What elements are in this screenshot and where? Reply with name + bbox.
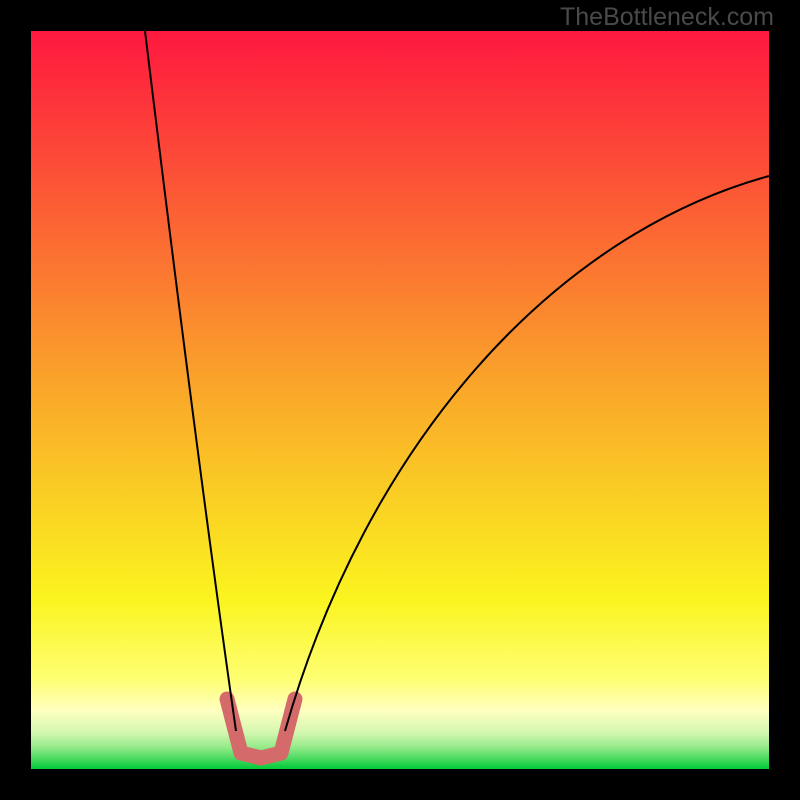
curve-right <box>285 176 769 731</box>
chart-curves <box>0 0 800 800</box>
curve-left <box>145 31 236 731</box>
chart-root: TheBottleneck.com <box>0 0 800 800</box>
